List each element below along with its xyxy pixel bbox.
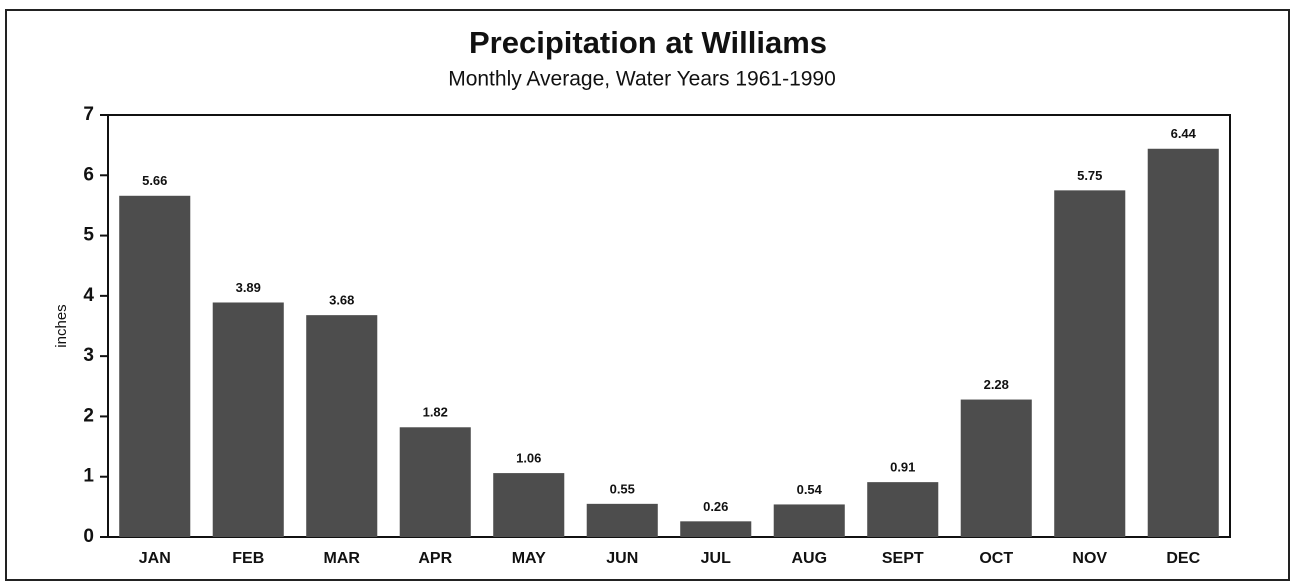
x-tick-label: SEPT	[882, 550, 924, 567]
plot-frame	[107, 114, 1231, 538]
y-tick-label: 5	[83, 225, 94, 246]
bar	[399, 427, 471, 537]
value-label: 1.06	[516, 451, 541, 466]
value-label: 3.68	[329, 293, 354, 308]
y-tick-label: 4	[83, 285, 94, 306]
y-tick-label: 6	[83, 164, 94, 185]
x-tick-label: NOV	[1072, 550, 1107, 567]
x-tick-label: JUL	[701, 550, 731, 567]
x-tick-label: MAY	[512, 550, 546, 567]
value-label: 2.28	[984, 377, 1009, 392]
y-tick-label: 3	[83, 345, 94, 366]
y-tick-label: 1	[83, 466, 94, 487]
chart-frame	[5, 9, 1290, 581]
value-label: 3.89	[236, 280, 261, 295]
bar	[1147, 148, 1219, 537]
x-tick-label: OCT	[979, 550, 1013, 567]
bar	[1054, 190, 1126, 537]
bar	[773, 504, 845, 537]
value-label: 1.82	[423, 405, 448, 420]
y-tick-label: 2	[83, 405, 94, 426]
x-tick-label: JUN	[606, 550, 638, 567]
value-label: 0.91	[890, 460, 915, 475]
bar	[960, 399, 1032, 537]
value-label: 0.54	[797, 482, 823, 497]
bar	[306, 315, 378, 537]
value-label: 5.75	[1077, 168, 1102, 183]
bar	[680, 521, 752, 537]
y-tick-label: 7	[83, 104, 94, 125]
bar	[212, 302, 284, 537]
x-tick-label: DEC	[1166, 550, 1200, 567]
bar	[586, 503, 658, 537]
x-tick-label: APR	[418, 550, 452, 567]
bar	[493, 473, 565, 537]
value-label: 6.44	[1171, 126, 1197, 141]
value-label: 0.26	[703, 499, 728, 514]
value-label: 0.55	[610, 481, 635, 496]
bar	[867, 482, 939, 537]
x-tick-label: MAR	[324, 550, 361, 567]
x-tick-label: AUG	[791, 550, 827, 567]
y-tick-label: 0	[83, 526, 94, 547]
x-tick-label: JAN	[139, 550, 171, 567]
x-tick-label: FEB	[232, 550, 264, 567]
bar	[119, 195, 191, 538]
chart-subtitle: Monthly Average, Water Years 1961-1990	[448, 68, 836, 91]
y-axis-label: inches	[53, 304, 70, 347]
chart-title: Precipitation at Williams	[469, 25, 827, 60]
value-label: 5.66	[142, 173, 167, 188]
